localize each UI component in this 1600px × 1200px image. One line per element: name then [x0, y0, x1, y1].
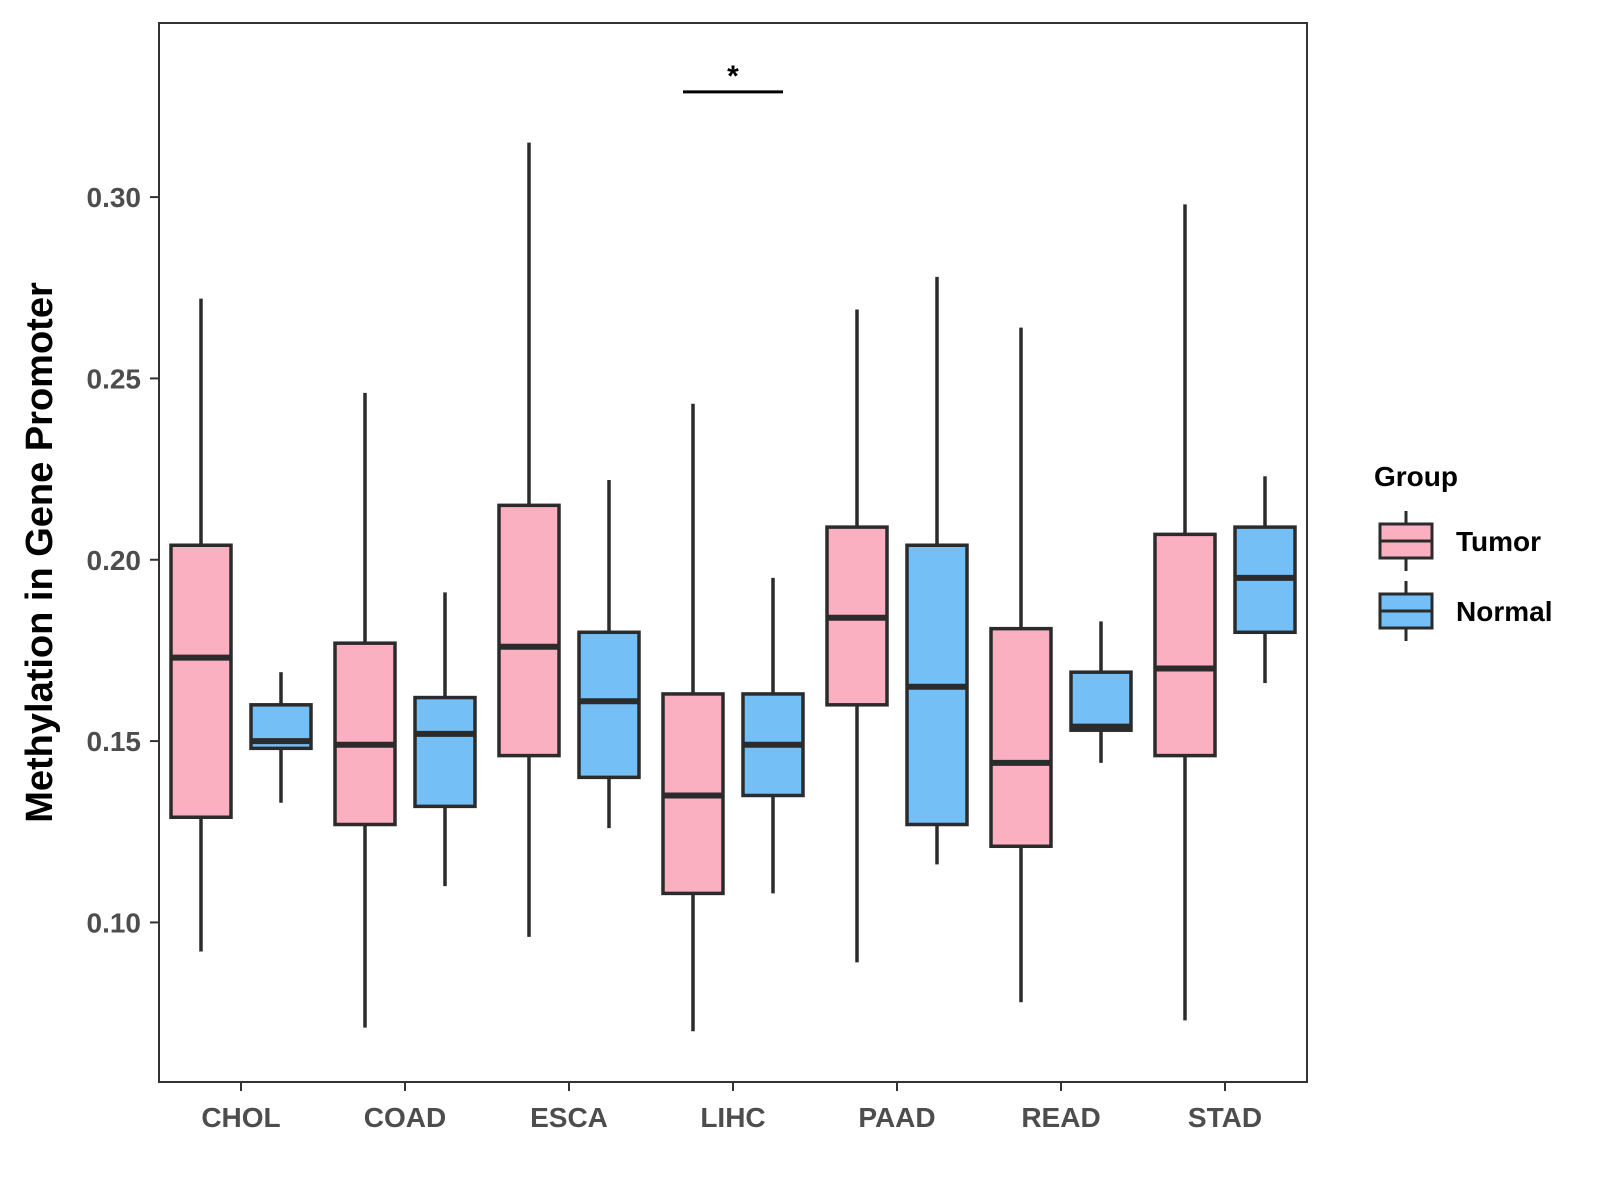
- y-tick-label: 0.15: [87, 726, 142, 757]
- x-tick-label-read: READ: [1021, 1102, 1100, 1133]
- box-tumor-lihc: [661, 403, 725, 1032]
- box-tumor-coad: [333, 392, 397, 1028]
- x-tick-label-stad: STAD: [1188, 1102, 1262, 1133]
- axes: 0.10 0.15 0.20 0.25 0.30 CHOL COAD ESCA LIHC PAAD…: [87, 22, 1308, 1133]
- box-iqr: [169, 543, 233, 819]
- x-tick-label-chol: CHOL: [201, 1102, 280, 1133]
- box-iqr: [497, 503, 561, 758]
- plot-area: *: [169, 60, 1297, 1032]
- x-tick-label-esca: ESCA: [530, 1102, 608, 1133]
- y-tick-label: 0.25: [87, 363, 142, 394]
- y-axis-title: Methylation in Gene Promoter: [19, 282, 61, 823]
- y-tick-label: 0.10: [87, 907, 142, 938]
- legend-label: Normal: [1456, 596, 1552, 627]
- box-tumor-read: [989, 327, 1053, 1003]
- box-normal-coad: [413, 592, 477, 887]
- x-tick-label-coad: COAD: [364, 1102, 446, 1133]
- legend-entry-normal: Normal: [1378, 581, 1552, 641]
- box-tumor-stad: [1153, 204, 1217, 1021]
- box-tumor-paad: [825, 309, 889, 963]
- y-tick-label: 0.20: [87, 545, 142, 576]
- box-iqr: [413, 695, 477, 809]
- box-normal-stad: [1233, 476, 1297, 684]
- x-tick-label-lihc: LIHC: [700, 1102, 765, 1133]
- legend-title: Group: [1374, 461, 1458, 492]
- box-normal-lihc: [741, 577, 805, 894]
- legend-label: Tumor: [1456, 526, 1541, 557]
- box-iqr: [577, 630, 641, 780]
- y-tick-label: 0.30: [87, 182, 142, 213]
- significance-label: *: [727, 60, 739, 93]
- box-tumor-chol: [169, 298, 233, 952]
- box-normal-chol: [249, 672, 313, 803]
- box-iqr: [989, 626, 1053, 849]
- box-normal-read: [1069, 621, 1133, 763]
- box-iqr: [333, 641, 397, 827]
- legend: Group Tumor Normal: [1374, 461, 1552, 641]
- box-normal-paad: [905, 276, 969, 865]
- legend-entry-tumor: Tumor: [1378, 511, 1541, 571]
- x-tick-label-paad: PAAD: [858, 1102, 935, 1133]
- box-tumor-esca: [497, 142, 561, 937]
- panel-border: [158, 22, 1308, 1083]
- box-normal-esca: [577, 479, 641, 829]
- box-iqr: [1069, 670, 1133, 732]
- box-iqr: [1153, 532, 1217, 758]
